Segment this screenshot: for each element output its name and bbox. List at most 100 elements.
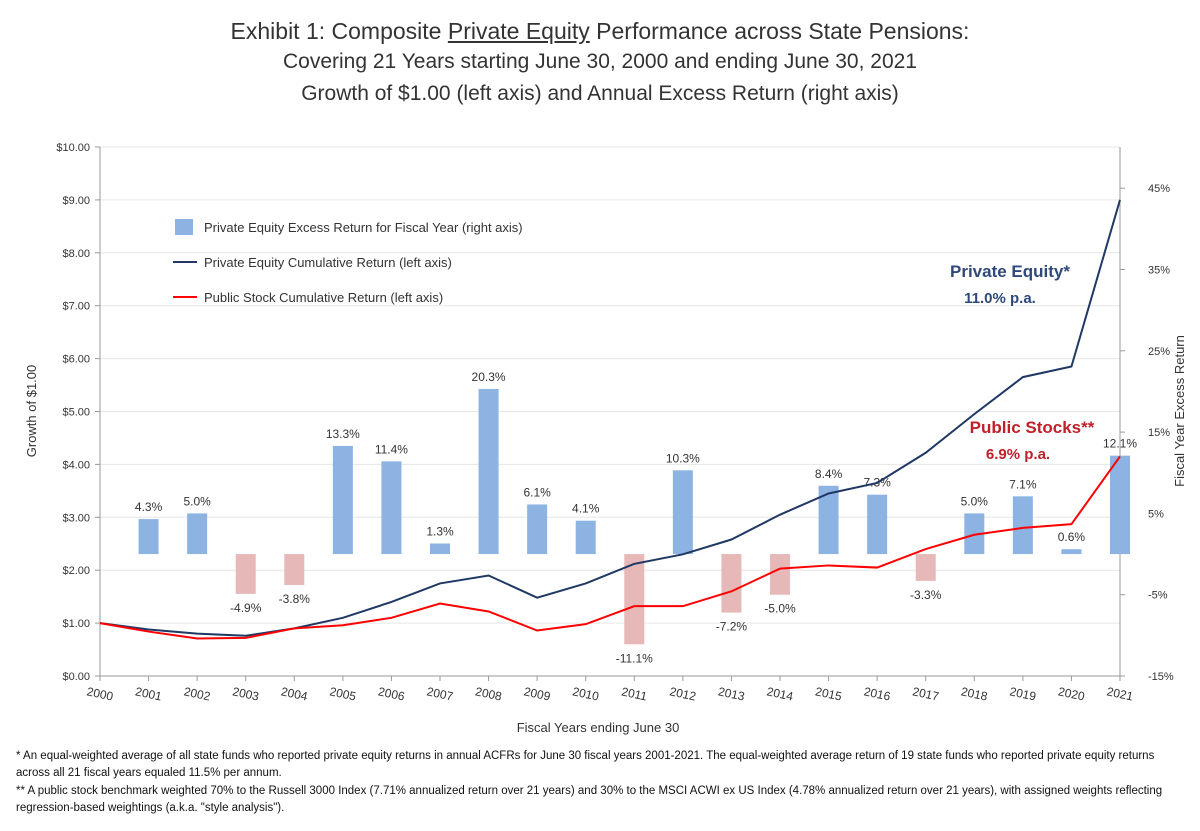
title-suffix: Performance across State Pensions: <box>589 18 970 44</box>
right-tick-label: 15% <box>1148 427 1170 439</box>
bar-data-label: 4.3% <box>135 500 163 514</box>
private-equity-line <box>99 199 1121 637</box>
chart-title: Exhibit 1: Composite Private Equity Perf… <box>0 18 1200 45</box>
right-tick-label: -5% <box>1148 590 1168 602</box>
excess-return-bar <box>818 485 839 555</box>
footnote-2: ** A public stock benchmark weighted 70%… <box>16 785 1163 814</box>
chart: $0.00 $1.00 $2.00 $3.00 $4.00 $5.00 $6.00 $7.00… <box>24 142 1187 735</box>
chart-subtitle-2: Growth of $1.00 (left axis) and Annual E… <box>301 82 899 105</box>
legend-label: Private Equity Cumulative Return (left a… <box>204 255 452 270</box>
x-tick-label: 2019 <box>1008 684 1037 703</box>
x-tick-label: 2008 <box>474 684 503 703</box>
bar-data-label: 0.6% <box>1058 530 1086 544</box>
x-tick-label: 2005 <box>328 684 357 703</box>
excess-return-bar <box>430 543 450 555</box>
left-tick-label: $2.00 <box>62 565 90 577</box>
bar-data-label: 10.3% <box>666 451 700 465</box>
excess-return-bar <box>672 470 693 555</box>
bar-data-label: 20.3% <box>472 370 506 384</box>
excess-return-bar <box>138 519 159 555</box>
public-annotation-title: Public Stocks** <box>970 418 1095 437</box>
left-tick-label: $7.00 <box>62 301 90 313</box>
footnote-1: * An equal-weighted average of all state… <box>16 750 1155 779</box>
bar-data-label: 13.3% <box>326 427 360 441</box>
pe-annotation-rate: 11.0% p.a. <box>964 290 1036 307</box>
bar-data-label: 5.0% <box>961 494 989 508</box>
right-tick-label: 35% <box>1148 265 1170 277</box>
left-tick-label: $3.00 <box>62 512 90 524</box>
title-prefix: Exhibit 1: Composite <box>230 18 448 44</box>
left-tick-label: $9.00 <box>62 195 90 207</box>
x-tick-label: 2010 <box>571 684 600 703</box>
left-tick-label: $5.00 <box>62 407 90 419</box>
right-tick-label: -15% <box>1148 671 1174 683</box>
x-tick-label: 2013 <box>717 684 746 703</box>
public-stock-line <box>99 455 1121 640</box>
x-tick-label: 2018 <box>960 684 989 703</box>
bar-data-label: -3.8% <box>279 592 311 606</box>
excess-return-bar <box>624 554 645 645</box>
x-tick-label: 2017 <box>911 684 940 703</box>
x-tick-label: 2011 <box>620 684 648 703</box>
legend-label: Private Equity Excess Return for Fiscal … <box>204 220 523 235</box>
x-tick-label: 2003 <box>231 684 260 703</box>
bar-data-label: -5.0% <box>764 602 796 616</box>
right-tick-label: 25% <box>1148 346 1170 358</box>
excess-return-bar <box>915 554 936 581</box>
x-tick-label: 2001 <box>134 684 163 703</box>
excess-return-bar <box>770 554 790 595</box>
left-tick-label: $6.00 <box>62 354 90 366</box>
excess-return-bar <box>1110 455 1130 555</box>
excess-return-bar <box>332 445 353 555</box>
legend-bar-swatch <box>175 219 193 235</box>
legend-label: Public Stock Cumulative Return (left axi… <box>204 290 443 305</box>
bar-data-label: 8.4% <box>815 467 843 481</box>
right-tick-label: 5% <box>1148 508 1164 520</box>
right-axis-title: Fiscal Year Excess Return <box>1172 335 1187 487</box>
excess-return-bar <box>1061 549 1082 555</box>
x-tick-label: 2000 <box>85 684 114 703</box>
excess-return-bar <box>575 520 596 555</box>
x-tick-label: 2012 <box>668 684 697 703</box>
x-tick-label: 2021 <box>1105 684 1134 703</box>
x-tick-label: 2020 <box>1057 684 1086 703</box>
excess-return-bar <box>235 554 256 594</box>
x-tick-label: 2006 <box>377 684 406 703</box>
bar-data-label: -11.1% <box>616 651 653 665</box>
bar-data-label: 1.3% <box>426 524 454 538</box>
bar-data-label: 6.1% <box>523 485 551 499</box>
x-tick-label: 2015 <box>814 684 843 703</box>
bar-data-label: 5.0% <box>183 494 211 508</box>
left-tick-label: $8.00 <box>62 248 90 260</box>
public-annotation-rate: 6.9% p.a. <box>986 446 1050 463</box>
x-tick-label: 2007 <box>425 684 454 703</box>
right-tick-label: 45% <box>1148 183 1170 195</box>
bar-data-label: -3.3% <box>910 588 942 602</box>
excess-return-bar <box>964 513 985 555</box>
left-tick-label: $10.00 <box>56 142 90 154</box>
x-tick-label: 2016 <box>863 684 892 703</box>
excess-return-bar <box>381 461 402 555</box>
bar-data-label: 4.1% <box>572 502 600 516</box>
left-tick-label: $1.00 <box>62 618 90 630</box>
bar-data-label: 12.1% <box>1103 437 1137 451</box>
bar-data-label: 7.1% <box>1009 477 1037 491</box>
left-tick-label: $0.00 <box>62 671 90 683</box>
excess-return-bar <box>527 504 548 555</box>
excess-return-bar <box>284 554 305 585</box>
chart-subtitle-1: Covering 21 Years starting June 30, 2000… <box>283 50 917 73</box>
x-tick-label: 2004 <box>280 684 309 703</box>
x-axis-title: Fiscal Years ending June 30 <box>517 720 680 735</box>
x-tick-label: 2014 <box>765 684 794 703</box>
excess-return-bar <box>867 494 888 555</box>
excess-return-bar <box>478 389 499 555</box>
x-tick-label: 2002 <box>183 684 212 703</box>
x-tick-label: 2009 <box>523 684 552 703</box>
left-tick-label: $4.00 <box>62 459 90 471</box>
pe-annotation-title: Private Equity* <box>950 262 1070 281</box>
bar-data-label: -4.9% <box>230 601 262 615</box>
bar-data-label: -7.2% <box>716 620 748 634</box>
excess-return-bar <box>1012 496 1033 555</box>
excess-return-bar <box>187 513 208 555</box>
bar-data-label: 11.4% <box>375 442 408 456</box>
